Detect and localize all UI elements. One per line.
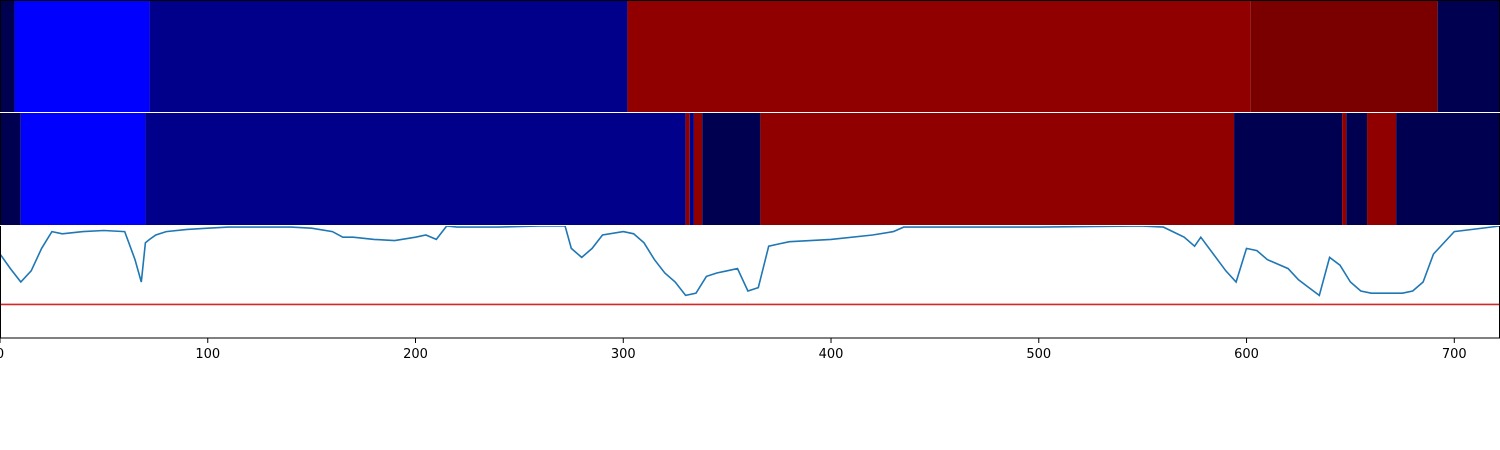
x-tick-label-200: 200: [403, 347, 428, 362]
heatmap-cell-row1-5: [1437, 0, 1500, 112]
x-axis: 0 100 200 300 400 500 600 700: [0, 338, 1467, 362]
heatmap-cell-row1-2: [149, 0, 628, 112]
heatmap-cell-row2-12: [1396, 113, 1500, 225]
heatmap-cell-row2-2: [145, 113, 686, 225]
heatmap-cell-row1-0: [0, 0, 15, 112]
heatmap-cell-row2-11: [1367, 113, 1397, 225]
heatmap-rows: [0, 0, 1500, 225]
heatmap-cell-row1-1: [14, 0, 150, 112]
series-line: [0, 225, 1500, 297]
x-tick-label-400: 400: [819, 347, 844, 362]
heatmap-cell-row1-4: [1250, 0, 1438, 112]
x-tick-label-0: 0: [0, 347, 4, 362]
line-panel: [0, 225, 1500, 338]
heatmap-cell-row2-6: [702, 113, 761, 225]
line-panel-background: [0, 226, 1500, 338]
heatmap-cell-row2-3: [685, 113, 690, 225]
heatmap-cell-row2-7: [760, 113, 1235, 225]
x-tick-label-300: 300: [611, 347, 636, 362]
heatmap-cell-row2-10: [1346, 113, 1368, 225]
heatmap-cell-row2-4: [689, 113, 694, 225]
x-tick-label-600: 600: [1234, 347, 1259, 362]
heatmap-cell-row2-9: [1342, 113, 1347, 225]
x-tick-label-700: 700: [1442, 347, 1467, 362]
heatmap-cell-row2-8: [1234, 113, 1343, 225]
x-tick-label-500: 500: [1026, 347, 1051, 362]
heatmap-cell-row1-3: [627, 0, 1251, 112]
x-tick-label-100: 100: [195, 347, 220, 362]
heatmap-cell-row2-0: [0, 113, 21, 225]
heatmap-cell-row2-1: [20, 113, 146, 225]
heatmap-cell-row2-5: [693, 113, 703, 225]
